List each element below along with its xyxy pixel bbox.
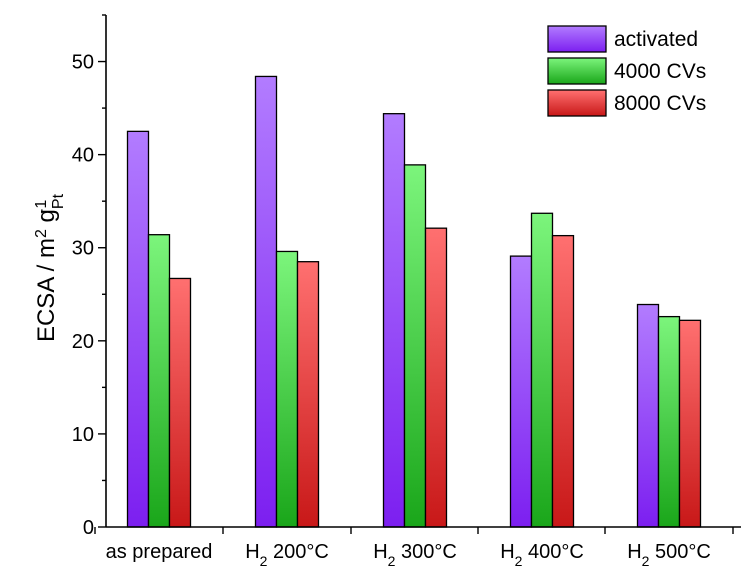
y-axis-title-main: ECSA / m (33, 238, 60, 342)
bar-4000-cvs-2 (403, 164, 427, 528)
legend-label-8000-cvs: 8000 CVs (614, 92, 706, 115)
y-axis-title-sup1: 2 (33, 229, 50, 238)
y-tick-label: 20 (72, 331, 94, 353)
bars-group (126, 75, 702, 528)
y-tick-label: 10 (72, 424, 94, 446)
legend-swatch-8000-cvs (547, 89, 607, 117)
y-tick-label: 0 (83, 517, 94, 539)
axes-group (94, 14, 741, 534)
bar-activated-1 (254, 75, 278, 528)
y-axis-title-sub: Pt (50, 193, 67, 209)
bar-activated-2 (382, 113, 406, 528)
bar-8000-cvs-2 (424, 227, 448, 528)
x-tick-label: H2 500°C (627, 541, 711, 568)
bar-8000-cvs-1 (296, 261, 320, 528)
legend-swatch-4000-cvs (547, 57, 607, 85)
bar-4000-cvs-0 (147, 234, 171, 528)
y-tick-labels: 0 10 20 30 40 50 (72, 52, 94, 539)
x-tick-labels: as prepared H2 200°C H2 300°C H2 400°C H2 50… (106, 541, 711, 568)
y-tick-label: 50 (72, 52, 94, 74)
bar-8000-cvs-0 (168, 277, 192, 528)
bar-8000-cvs-4 (678, 319, 702, 528)
bar-8000-cvs-3 (551, 234, 575, 528)
bar-activated-0 (126, 130, 150, 528)
bar-4000-cvs-3 (530, 212, 554, 528)
legend: activated 4000 CVs 8000 CVs (547, 25, 706, 117)
legend-label-4000-cvs: 4000 CVs (614, 60, 706, 83)
legend-swatch-activated (547, 25, 607, 53)
y-tick-label: 40 (72, 145, 94, 167)
y-axis-title-mid: g (33, 209, 60, 229)
y-axis-title: ECSA / m2 gPt-1 (33, 193, 67, 342)
bar-activated-3 (509, 255, 533, 528)
bar-4000-cvs-4 (657, 315, 681, 528)
legend-label-activated: activated (614, 28, 698, 51)
x-tick-label: H2 400°C (500, 541, 584, 568)
bar-4000-cvs-1 (275, 250, 299, 528)
y-axis-title-sup2: -1 (33, 200, 50, 214)
bar-activated-4 (636, 303, 660, 528)
x-tick-label: H2 200°C (245, 541, 329, 568)
y-tick-label: 30 (72, 238, 94, 260)
x-tick-label: as prepared (106, 541, 213, 563)
x-tick-label: H2 300°C (373, 541, 457, 568)
